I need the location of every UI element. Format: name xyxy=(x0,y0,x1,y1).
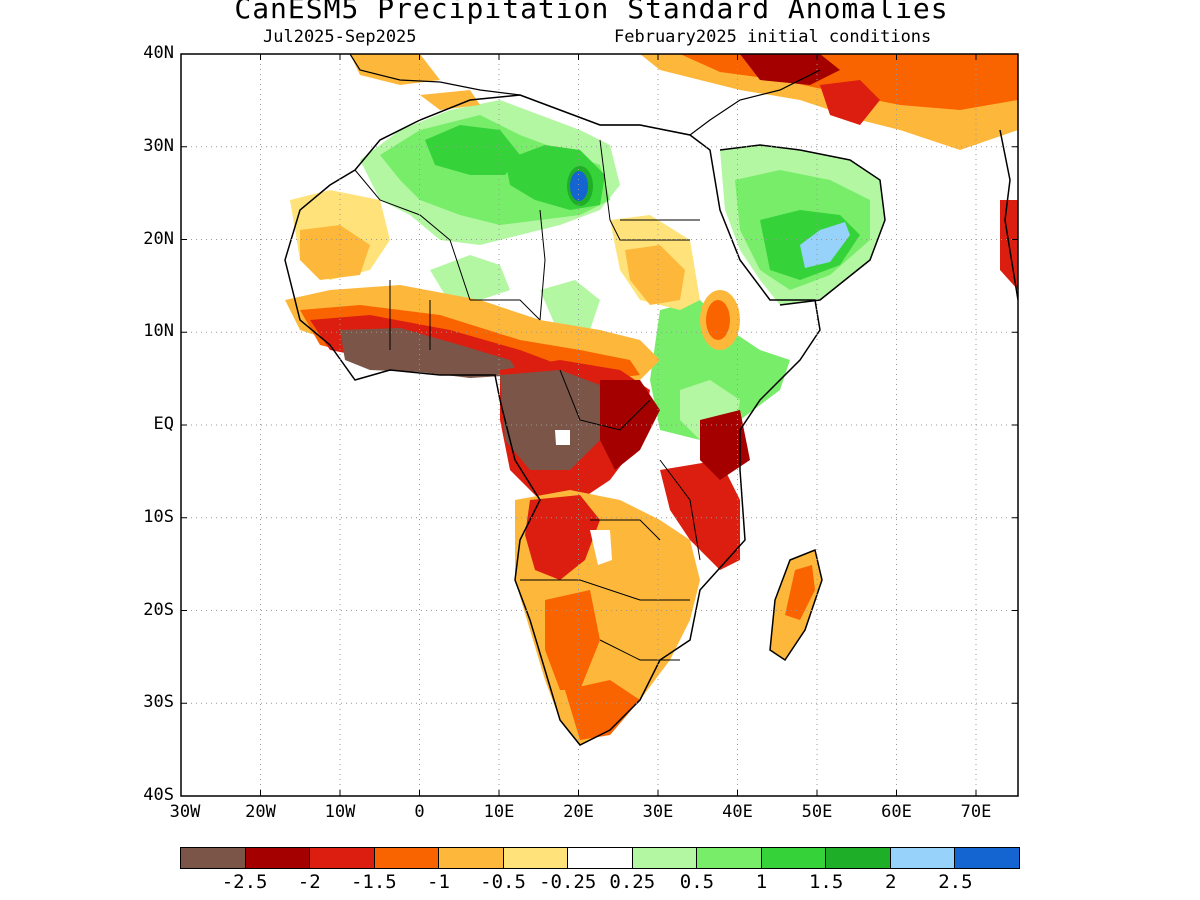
lon-tick-label: 10E xyxy=(483,802,515,822)
dry-light-sudan xyxy=(625,245,685,305)
neutral-zambia xyxy=(590,530,612,565)
lon-tick-label: 60E xyxy=(881,802,912,822)
coastlines-and-borders xyxy=(284,54,1018,746)
axis-ticks xyxy=(180,53,1018,797)
colorbar-tick-label: -0.5 xyxy=(480,871,526,893)
country-border xyxy=(599,139,690,241)
dry-light-mauritania xyxy=(300,225,370,280)
country-border xyxy=(520,579,690,601)
lat-tick-label: 40S xyxy=(143,785,174,805)
country-border xyxy=(599,639,680,661)
dry-madagascar xyxy=(785,565,815,620)
lon-tick-label: 70E xyxy=(960,802,992,822)
colorbar-swatch xyxy=(697,848,762,868)
wet-extreme-arabia xyxy=(800,222,850,268)
lon-tick-label: 20W xyxy=(245,802,276,822)
wet-mod-sahara xyxy=(425,125,520,175)
lon-tick-label: 10W xyxy=(324,802,356,822)
lon-tick-label: 20E xyxy=(563,802,594,822)
lat-tick-label: 10N xyxy=(143,321,174,342)
dry-strong-congo-east xyxy=(600,380,660,470)
lon-tick-label: 40E xyxy=(722,802,753,822)
colorbar-swatch xyxy=(826,848,891,868)
dry-light-iberia xyxy=(350,54,440,85)
country-border xyxy=(659,459,701,561)
map-title: CanESM5 Precipitation Standard Anomalies xyxy=(234,0,949,25)
lon-tick-label: 0 xyxy=(414,802,425,822)
colorbar-tick-label: 0.5 xyxy=(679,871,715,893)
colorbar-swatch xyxy=(632,848,698,868)
colorbar-tick-label: -2.5 xyxy=(221,871,268,893)
colorbar-swatch xyxy=(181,848,246,868)
lat-tick-label: 30N xyxy=(143,135,174,156)
gridlines xyxy=(181,54,1018,796)
lon-tick-label: 50E xyxy=(801,802,833,822)
colorbar-swatch xyxy=(955,848,1019,868)
colorbar-tick-label: -1 xyxy=(427,871,450,893)
country-border xyxy=(470,299,541,321)
colorbar-swatch xyxy=(245,848,311,868)
country-border xyxy=(539,209,546,321)
lon-tick-label: 30W xyxy=(169,802,201,822)
lat-tick-label: 40N xyxy=(143,43,174,63)
country-border xyxy=(559,369,651,431)
lat-tick-label: EQ xyxy=(153,414,174,434)
colorbar-swatch xyxy=(568,848,633,868)
country-border xyxy=(590,519,661,541)
dry-mod-iran xyxy=(820,80,880,125)
colorbar-swatch xyxy=(890,848,956,868)
lat-tick-label: 20N xyxy=(143,228,174,249)
colorbar-tick-label: -2 xyxy=(297,871,321,893)
lon-tick-label: 30E xyxy=(642,802,674,822)
india-coastline xyxy=(999,129,1018,301)
colorbar-tick-label: -1.5 xyxy=(350,871,397,893)
colorbar-tick-label: 1 xyxy=(755,871,768,893)
wet-max-tibesti xyxy=(570,171,588,201)
dry-cape xyxy=(565,680,640,740)
colorbar-tick-label: 1.5 xyxy=(808,871,844,893)
colorbar-swatch xyxy=(761,848,827,868)
anomaly-field xyxy=(285,54,1018,745)
colorbar-tick-label: 2 xyxy=(885,871,897,893)
colorbar-swatch xyxy=(439,848,504,868)
dry-strong-turkey xyxy=(740,54,840,85)
colorbar xyxy=(180,847,1020,869)
lat-tick-label: 30S xyxy=(143,692,174,713)
arabia-coastline xyxy=(719,144,886,306)
wet-weak-sahel-west xyxy=(430,255,510,300)
neutral-congo xyxy=(555,430,570,445)
lat-tick-label: 10S xyxy=(143,506,174,527)
dry-south-west xyxy=(545,590,600,690)
dry-extreme-guinea xyxy=(340,328,520,378)
dry-ethiopia xyxy=(706,300,730,340)
madagascar-coastline xyxy=(769,548,823,662)
colorbar-swatch xyxy=(503,848,569,868)
dry-strong-kenya-coast xyxy=(700,410,750,480)
season-label: Jul2025-Sep2025 xyxy=(263,27,417,47)
colorbar-tick-label: -0.25 xyxy=(539,871,597,893)
colorbar-tick-label: 2.5 xyxy=(938,871,973,893)
mediterranean-coastline xyxy=(349,54,821,136)
colorbar-tick-label: 0.25 xyxy=(609,871,656,893)
wet-weak-sahel-central xyxy=(540,280,600,330)
dry-mod-angola xyxy=(525,495,600,580)
initial-conditions-label: February2025 initial conditions xyxy=(614,27,932,47)
dry-extreme-congo xyxy=(500,370,600,470)
colorbar-swatch xyxy=(310,848,375,868)
dry-light-maghreb xyxy=(420,90,480,110)
lat-tick-label: 20S xyxy=(143,599,174,620)
colorbar-swatch xyxy=(374,848,440,868)
